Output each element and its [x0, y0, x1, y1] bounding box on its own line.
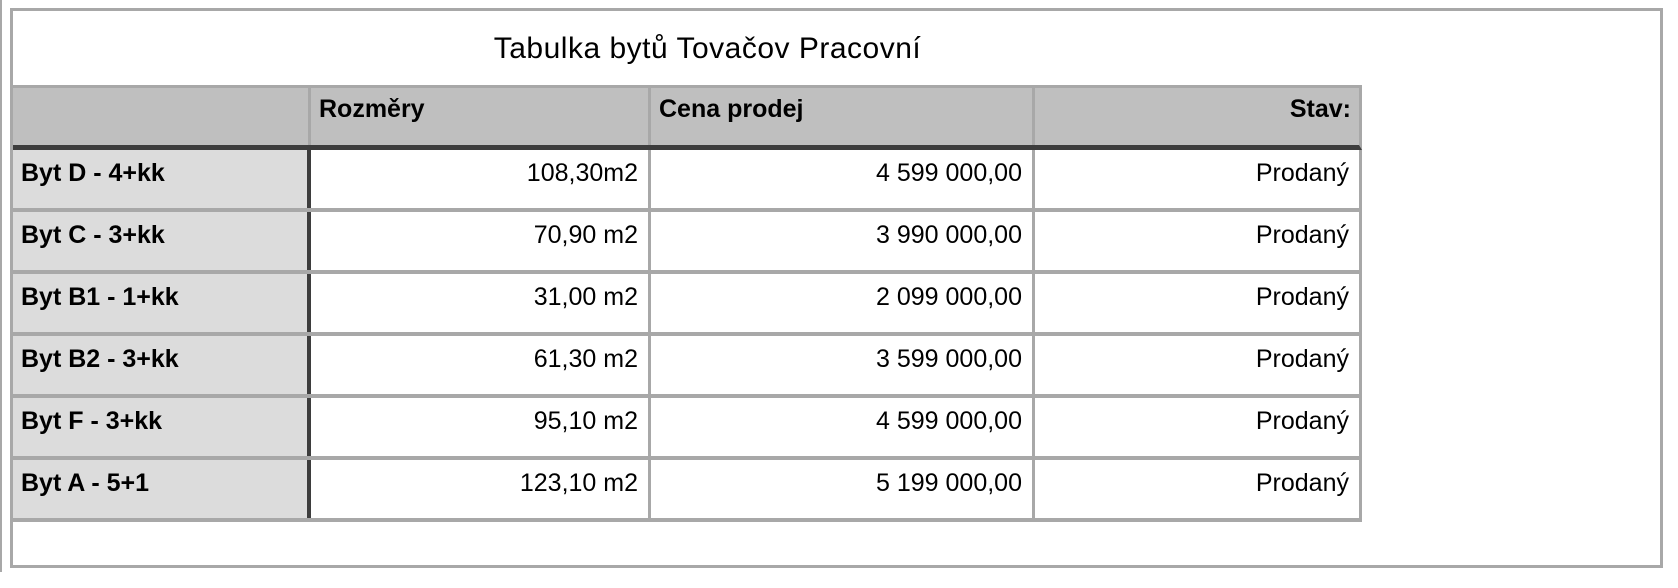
price-cell: 4 599 000,00 [651, 150, 1035, 208]
empty-bottom-row [13, 522, 1660, 562]
table-row: Byt A - 5+1 123,10 m2 5 199 000,00 Proda… [13, 460, 1362, 522]
status-cell: Prodaný [1255, 469, 1349, 497]
table-row: Byt B2 - 3+kk 61,30 m2 3 599 000,00 Prod… [13, 336, 1362, 398]
size-cell: 108,30m2 [311, 150, 651, 208]
table-title-row: Tabulka bytů Tovačov Pracovní [13, 11, 1362, 88]
unit-name-cell: Byt C - 3+kk [13, 212, 311, 270]
column-header-rozmery: Rozměry [311, 88, 651, 145]
unit-name-cell: Byt B2 - 3+kk [13, 336, 311, 394]
price-cell: 3 990 000,00 [651, 212, 1035, 270]
price-cell: 4 599 000,00 [651, 398, 1035, 456]
page-left-edge-line [0, 0, 2, 572]
size-cell: 70,90 m2 [311, 212, 651, 270]
size-cell: 31,00 m2 [311, 274, 651, 332]
status-cell: Prodaný [1255, 407, 1349, 435]
column-header-cena-prodej: Cena prodej [651, 88, 1035, 145]
column-header-unit [13, 88, 311, 145]
size-cell: 123,10 m2 [311, 460, 651, 518]
unit-name-cell: Byt B1 - 1+kk [13, 274, 311, 332]
price-cell: 2 099 000,00 [651, 274, 1035, 332]
unit-name-cell: Byt A - 5+1 [13, 460, 311, 518]
price-cell: 5 199 000,00 [651, 460, 1035, 518]
status-cell: Prodaný [1255, 159, 1349, 187]
unit-name-cell: Byt D - 4+kk [13, 150, 311, 208]
column-header-stav: Stav: [1289, 95, 1351, 123]
table-row: Byt C - 3+kk 70,90 m2 3 990 000,00 Proda… [13, 212, 1362, 274]
table-row: Byt F - 3+kk 95,10 m2 4 599 000,00 Proda… [13, 398, 1362, 460]
status-cell: Prodaný [1255, 221, 1349, 249]
status-cell: Prodaný [1255, 283, 1349, 311]
price-cell: 3 599 000,00 [651, 336, 1035, 394]
table-row: Byt B1 - 1+kk 31,00 m2 2 099 000,00 Prod… [13, 274, 1362, 336]
status-cell: Prodaný [1255, 345, 1349, 373]
table-title: Tabulka bytů Tovačov Pracovní [493, 31, 922, 65]
table-frame: Tabulka bytů Tovačov Pracovní Rozměry Ce… [10, 8, 1663, 568]
table-header-row: Rozměry Cena prodej Stav: [13, 88, 1362, 150]
table-body: Byt D - 4+kk 108,30m2 4 599 000,00 Proda… [13, 150, 1362, 522]
unit-name-cell: Byt F - 3+kk [13, 398, 311, 456]
table-row: Byt D - 4+kk 108,30m2 4 599 000,00 Proda… [13, 150, 1362, 212]
size-cell: 61,30 m2 [311, 336, 651, 394]
size-cell: 95,10 m2 [311, 398, 651, 456]
